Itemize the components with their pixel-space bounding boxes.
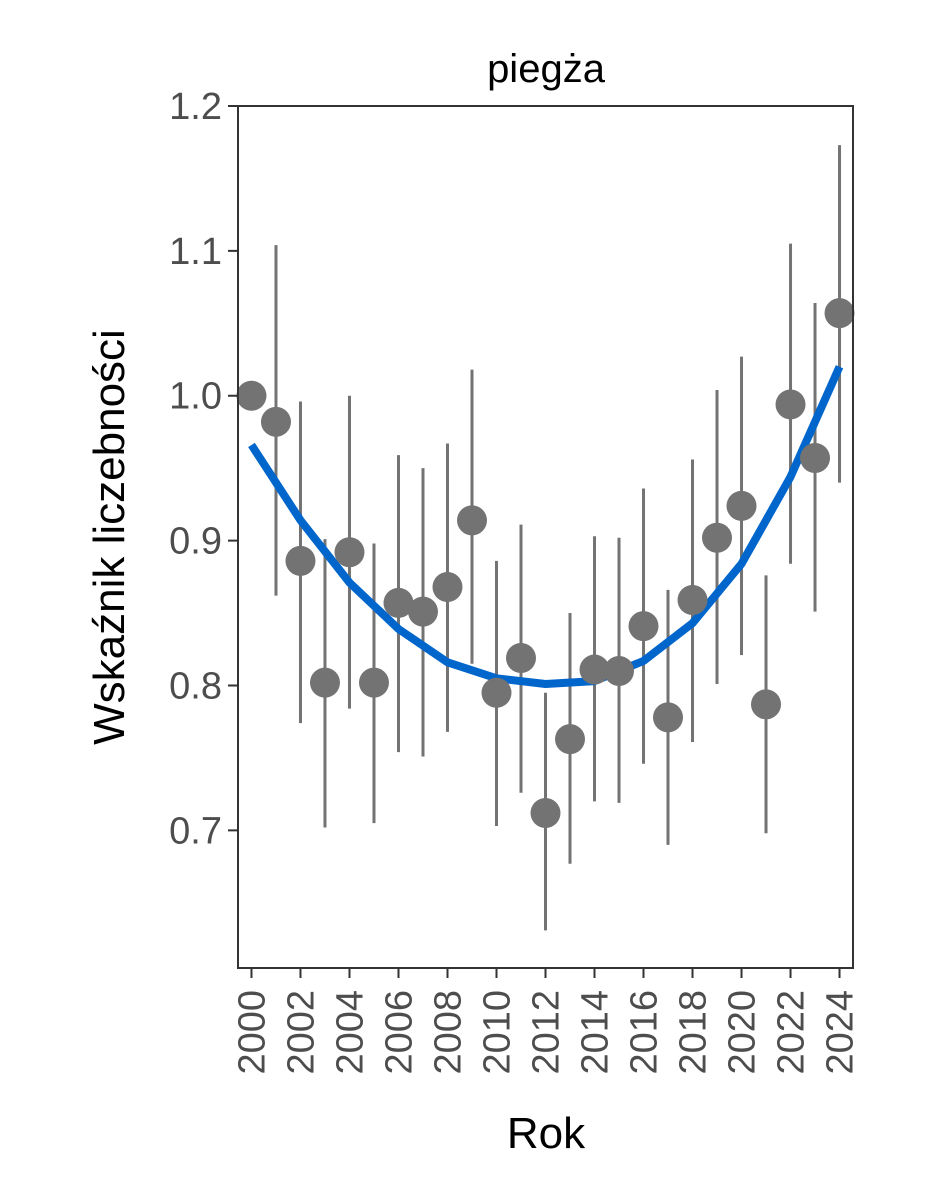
data-point-2006 [383,587,414,618]
x-tick-label-2004: 2004 [330,990,372,1075]
trend-line [248,365,844,688]
data-point-2011 [505,642,536,673]
data-point-2016 [628,611,659,642]
x-tick-label-2002: 2002 [281,990,323,1075]
x-tick-label-2014: 2014 [575,990,617,1075]
plot-area [236,145,855,931]
x-tick-label-2006: 2006 [379,990,421,1075]
data-point-2021 [751,689,782,720]
y-axis-title: Wskaźnik liczebności [85,329,134,745]
data-point-2005 [358,667,389,698]
data-point-2008 [432,571,463,602]
data-point-2022 [775,389,806,420]
y-tick-label-0.8: 0.8 [169,665,222,707]
data-point-2010 [481,677,512,708]
data-point-2012 [530,797,561,828]
x-axis-title: Rok [507,1109,586,1158]
data-point-2019 [702,522,733,553]
data-point-2003 [309,667,340,698]
x-tick-label-2008: 2008 [428,990,470,1075]
data-point-2002 [285,545,316,576]
data-point-2007 [407,596,438,627]
x-tick-label-2018: 2018 [673,990,715,1075]
x-tick-label-2012: 2012 [526,990,568,1075]
x-axis: 2000 2002 2004 2006 2008 2010 2012 2014 2016 2018… [232,968,862,1075]
data-point-2009 [456,505,487,536]
data-point-2001 [260,406,291,437]
y-tick-label-0.9: 0.9 [169,521,222,563]
y-tick-label-1.0: 1.0 [169,376,222,418]
x-tick-label-2000: 2000 [232,990,274,1075]
chart-title: piegża [487,47,606,91]
y-tick-label-1.1: 1.1 [169,231,222,273]
data-point-2004 [334,537,365,568]
data-point-2015 [604,656,635,687]
y-tick-label-0.7: 0.7 [169,810,222,852]
data-point-2018 [677,585,708,616]
data-point-2020 [726,490,757,521]
data-point-2023 [800,443,831,474]
data-point-2024 [824,298,855,329]
x-tick-label-2020: 2020 [722,990,764,1075]
data-point-2000 [236,380,267,411]
x-tick-label-2016: 2016 [624,990,666,1075]
x-tick-label-2024: 2024 [820,990,862,1075]
y-tick-label-1.2: 1.2 [169,86,222,128]
data-point-2017 [653,702,684,733]
y-axis: 0.7 0.8 0.9 1.0 1.1 1.2 [169,86,238,852]
data-point-2013 [555,724,586,755]
data-point-2014 [579,654,610,685]
x-tick-label-2022: 2022 [771,990,813,1075]
x-tick-label-2010: 2010 [477,990,519,1075]
